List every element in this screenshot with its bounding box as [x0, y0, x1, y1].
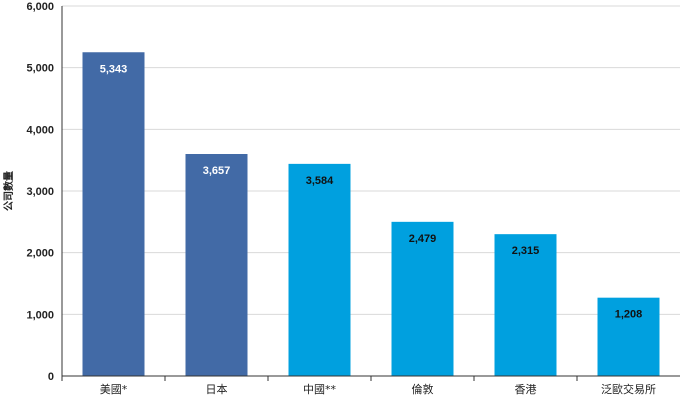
y-tick-label: 1,000 — [26, 309, 54, 321]
bar — [185, 154, 248, 376]
bar — [391, 221, 454, 376]
bar — [597, 297, 660, 376]
data-label: 1,208 — [615, 309, 643, 321]
bar — [82, 52, 145, 376]
y-axis-label: 公司數量 — [2, 171, 15, 211]
bar — [494, 234, 557, 376]
axes: 0 1,000 2,000 3,000 4,000 5,000 6,000 美國* 日本 中國**… — [26, 1, 680, 396]
data-label: 2,315 — [512, 245, 540, 257]
data-label: 3,657 — [203, 165, 231, 177]
data-label: 2,479 — [409, 233, 437, 245]
x-tick-label: 美國* — [100, 383, 128, 396]
data-label: 5,343 — [100, 63, 128, 75]
y-tick-label: 5,000 — [26, 63, 54, 75]
data-label: 3,584 — [306, 175, 334, 187]
x-tick-label: 香港 — [515, 383, 537, 396]
bar — [288, 163, 351, 376]
y-tick-label: 2,000 — [26, 248, 54, 260]
x-tick-label: 日本 — [206, 382, 228, 396]
bars — [82, 52, 660, 376]
y-tick-label: 4,000 — [26, 124, 54, 136]
gridlines — [62, 5, 680, 315]
x-tick-label: 泛歐交易所 — [601, 382, 656, 396]
y-tick-label: 0 — [48, 371, 54, 383]
data-labels: 5,343 3,657 3,584 2,479 2,315 1,208 — [100, 63, 643, 320]
x-tick-label: 中國** — [303, 383, 336, 396]
x-tick-label: 倫敦 — [412, 382, 434, 396]
y-tick-label: 6,000 — [26, 1, 54, 13]
y-tick-label: 3,000 — [26, 186, 54, 198]
